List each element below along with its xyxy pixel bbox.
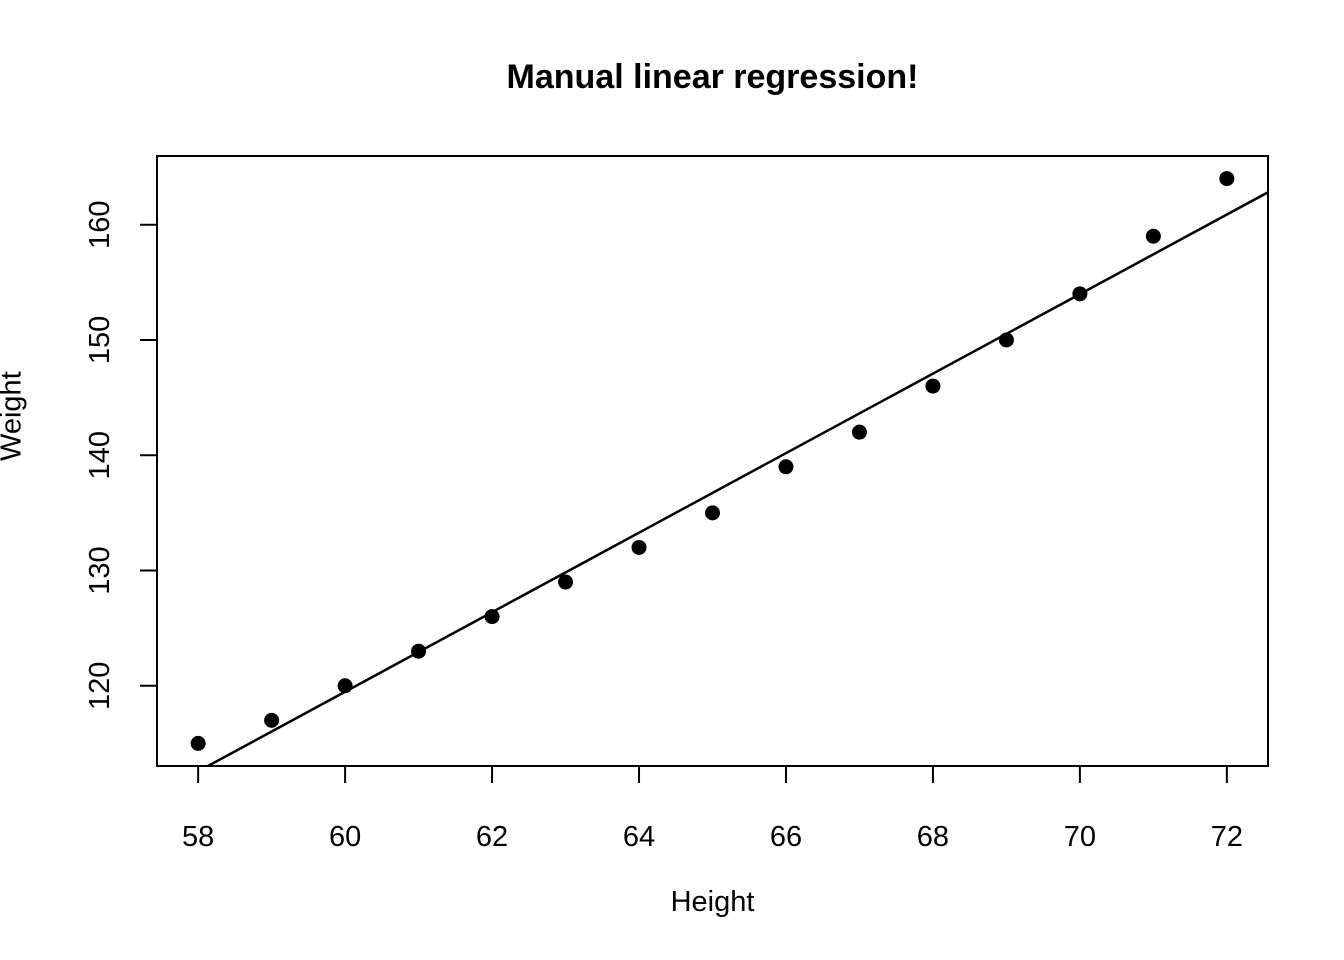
- chart-title: Manual linear regression!: [506, 58, 919, 96]
- y-tick-label: 140: [84, 431, 116, 479]
- data-point: [1145, 228, 1161, 244]
- data-point: [998, 332, 1014, 348]
- data-point: [851, 424, 867, 440]
- y-tick-label: 150: [84, 316, 116, 364]
- y-axis-label: Weight: [0, 371, 28, 461]
- x-tick-label: 64: [623, 821, 655, 853]
- x-tick-label: 68: [917, 821, 949, 853]
- plot-box: [156, 155, 1269, 767]
- data-point: [1219, 171, 1235, 187]
- x-tick-label: 66: [770, 821, 802, 853]
- y-tick-label: 130: [84, 546, 116, 594]
- x-axis-label: Height: [670, 886, 755, 918]
- y-tick-label: 120: [84, 662, 116, 710]
- regression-line: [205, 191, 1268, 766]
- data-point: [1072, 286, 1088, 302]
- x-tick-label: 70: [1064, 821, 1096, 853]
- data-point: [264, 712, 280, 728]
- x-tick-label: 62: [476, 821, 508, 853]
- data-point: [925, 378, 941, 394]
- data-point: [484, 609, 500, 625]
- data-point: [778, 459, 794, 475]
- x-tick-label: 60: [329, 821, 361, 853]
- data-point: [337, 678, 353, 694]
- x-tick-label: 58: [182, 821, 214, 853]
- data-point: [558, 574, 574, 590]
- data-point: [190, 735, 206, 751]
- data-point: [411, 643, 427, 659]
- data-point: [631, 539, 647, 555]
- y-tick-label: 160: [84, 201, 116, 249]
- data-point: [705, 505, 720, 521]
- x-tick-label: 72: [1211, 821, 1243, 853]
